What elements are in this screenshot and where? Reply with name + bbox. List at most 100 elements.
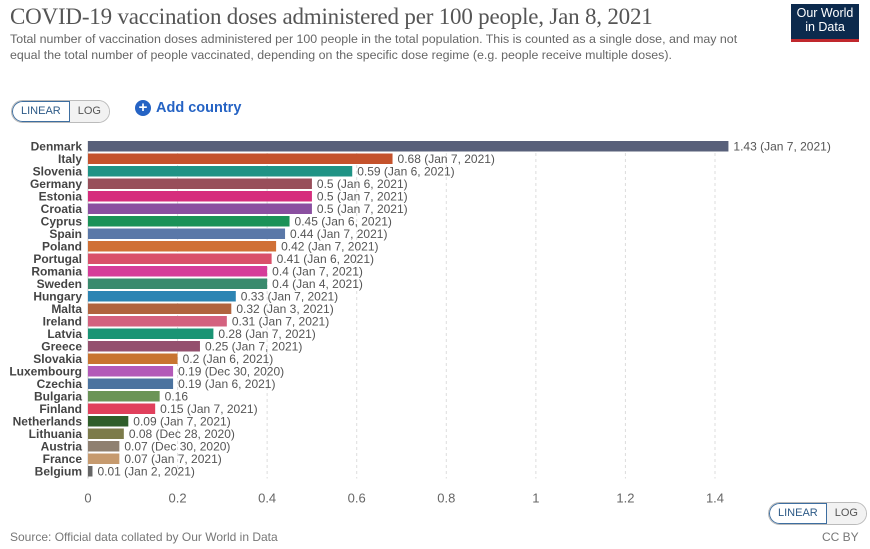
- value-label: 0.42 (Jan 7, 2021): [281, 240, 378, 254]
- value-label: 0.44 (Jan 7, 2021): [290, 227, 387, 241]
- x-tick-label: 0: [84, 491, 91, 506]
- x-tick-label: 0.2: [169, 491, 187, 506]
- country-label: Bulgaria: [34, 390, 82, 404]
- country-label: Ireland: [43, 315, 82, 329]
- country-label: Finland: [39, 402, 82, 416]
- logo-line-2: in Data: [805, 19, 845, 34]
- country-label: Sweden: [37, 277, 82, 291]
- country-label: Netherlands: [13, 415, 83, 429]
- bar-germany: [88, 178, 312, 189]
- country-label: Cyprus: [41, 215, 83, 229]
- value-label: 0.59 (Jan 6, 2021): [357, 165, 454, 179]
- country-label: Austria: [41, 440, 83, 454]
- bar-czechia: [88, 378, 174, 389]
- owid-logo[interactable]: Our World in Data: [791, 4, 859, 42]
- bar-austria: [88, 441, 120, 452]
- license-link[interactable]: CC BY: [822, 530, 859, 544]
- value-label: 0.19 (Dec 30, 2020): [178, 365, 284, 379]
- value-label: 0.4 (Jan 4, 2021): [272, 277, 363, 291]
- bar-portugal: [88, 253, 272, 264]
- chart-title: COVID-19 vaccination doses administered …: [10, 4, 653, 29]
- value-label: 0.5 (Jan 7, 2021): [317, 202, 408, 216]
- country-label: Spain: [49, 227, 82, 241]
- bar-greece: [88, 341, 200, 352]
- bar-poland: [88, 241, 277, 252]
- country-label: Germany: [30, 177, 82, 191]
- bar-slovakia: [88, 353, 178, 364]
- scale-toggle-bottom[interactable]: LINEAR LOG: [768, 502, 867, 525]
- value-label: 0.08 (Dec 28, 2020): [129, 427, 235, 441]
- add-country-button[interactable]: + Add country: [135, 100, 241, 116]
- value-label: 0.19 (Jan 6, 2021): [178, 377, 275, 391]
- bar-romania: [88, 266, 268, 277]
- value-label: 0.25 (Jan 7, 2021): [205, 340, 302, 354]
- bar-bulgaria: [88, 391, 160, 402]
- country-label: Portugal: [33, 252, 82, 266]
- value-label: 0.68 (Jan 7, 2021): [398, 152, 495, 166]
- plus-circle-icon: +: [135, 100, 151, 116]
- value-label: 0.33 (Jan 7, 2021): [241, 290, 338, 304]
- bar-ireland: [88, 316, 227, 327]
- bar-france: [88, 453, 120, 464]
- bar-finland: [88, 403, 156, 414]
- country-label: Croatia: [41, 202, 83, 216]
- value-label: 0.09 (Jan 7, 2021): [133, 415, 230, 429]
- bar-sweden: [88, 278, 268, 289]
- value-label: 0.32 (Jan 3, 2021): [236, 302, 333, 316]
- bar-italy: [88, 153, 393, 164]
- value-label: 0.5 (Jan 6, 2021): [317, 177, 408, 191]
- log-scale-button-bottom[interactable]: LOG: [826, 503, 866, 524]
- value-label: 0.5 (Jan 7, 2021): [317, 190, 408, 204]
- value-label: 0.07 (Dec 30, 2020): [124, 440, 230, 454]
- country-label: Malta: [51, 302, 82, 316]
- country-label: Lithuania: [29, 427, 83, 441]
- scale-toggle-top[interactable]: LINEAR LOG: [11, 100, 110, 123]
- country-label: Slovenia: [33, 165, 83, 179]
- value-label: 0.01 (Jan 2, 2021): [97, 465, 194, 479]
- linear-scale-button[interactable]: LINEAR: [12, 101, 70, 122]
- bar-spain: [88, 228, 286, 239]
- country-label: Romania: [31, 265, 82, 279]
- x-tick-label: 1.2: [616, 491, 634, 506]
- value-label: 0.2 (Jan 6, 2021): [183, 352, 274, 366]
- source-note: Source: Official data collated by Our Wo…: [10, 530, 278, 544]
- country-label: Belgium: [35, 465, 82, 479]
- bar-slovenia: [88, 166, 353, 177]
- value-label: 0.16: [165, 390, 189, 404]
- value-label: 0.15 (Jan 7, 2021): [160, 402, 257, 416]
- bar-belgium: [88, 466, 93, 477]
- bar-croatia: [88, 203, 312, 214]
- logo-line-1: Our World: [796, 6, 854, 20]
- value-label: 0.4 (Jan 7, 2021): [272, 265, 363, 279]
- x-tick-label: 1: [532, 491, 539, 506]
- value-label: 0.31 (Jan 7, 2021): [232, 315, 329, 329]
- country-label: Czechia: [37, 377, 83, 391]
- country-label: Italy: [58, 152, 82, 166]
- country-label: Slovakia: [33, 352, 82, 366]
- x-tick-label: 0.8: [437, 491, 455, 506]
- bar-cyprus: [88, 216, 290, 227]
- add-country-label: Add country: [156, 100, 242, 116]
- bar-denmark: [88, 141, 729, 152]
- bar-latvia: [88, 328, 214, 339]
- value-label: 1.43 (Jan 7, 2021): [733, 140, 830, 154]
- country-label: Poland: [42, 240, 82, 254]
- bar-hungary: [88, 291, 236, 302]
- country-label: Denmark: [31, 140, 83, 154]
- country-label: Hungary: [33, 290, 82, 304]
- country-label: Greece: [41, 340, 82, 354]
- value-label: 0.41 (Jan 6, 2021): [277, 252, 374, 266]
- value-label: 0.28 (Jan 7, 2021): [218, 327, 315, 341]
- country-label: Latvia: [47, 327, 82, 341]
- value-label: 0.45 (Jan 6, 2021): [295, 215, 392, 229]
- country-label: Estonia: [39, 190, 83, 204]
- country-label: Luxembourg: [9, 365, 82, 379]
- bar-luxembourg: [88, 366, 174, 377]
- linear-scale-button-bottom[interactable]: LINEAR: [769, 503, 827, 524]
- chart-subtitle: Total number of vaccination doses admini…: [10, 32, 738, 62]
- bar-lithuania: [88, 428, 124, 439]
- log-scale-button[interactable]: LOG: [69, 101, 109, 122]
- bar-estonia: [88, 191, 312, 202]
- value-label: 0.07 (Jan 7, 2021): [124, 452, 221, 466]
